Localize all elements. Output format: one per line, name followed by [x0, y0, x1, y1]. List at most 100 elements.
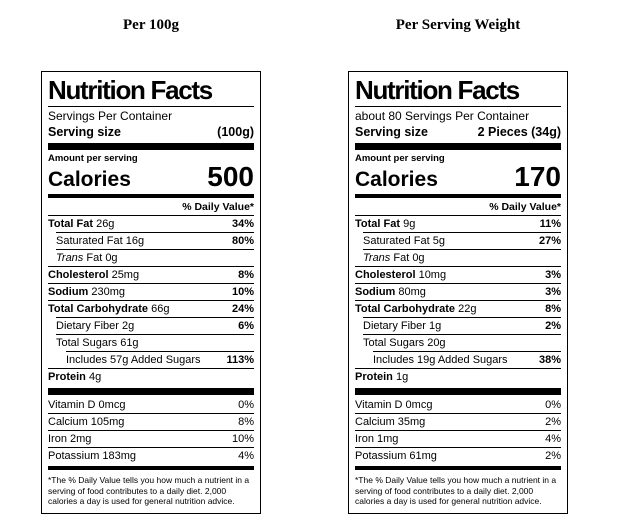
nutrient-row: Vitamin D 0mcg 0% — [48, 397, 254, 413]
calories-label: Calories — [48, 168, 131, 191]
nutrient-row: Sodium 80mg 3% — [355, 283, 561, 300]
serving-size-label: Serving size — [48, 125, 121, 139]
nutrient-daily-value: 8% — [238, 415, 254, 428]
nutrient-row: Total Carbohydrate 22g 8% — [355, 300, 561, 317]
nutrient-row: Trans Fat 0g — [56, 249, 254, 266]
nutrient-name: Total Sugars 61g — [56, 336, 139, 349]
nutrient-name: Protein 1g — [355, 370, 409, 383]
nutrient-daily-value: 6% — [238, 319, 254, 332]
nutrient-row: Protein 4g — [48, 368, 254, 385]
nutrient-name: Total Carbohydrate 66g — [48, 302, 170, 315]
nutrient-daily-value: 38% — [538, 353, 561, 366]
nutrient-daily-value: 4% — [545, 432, 561, 445]
nutrient-daily-value: 8% — [545, 302, 561, 315]
nutrient-row: Potassium 183mg 4% — [48, 447, 254, 464]
nutrient-name: Protein 4g — [48, 370, 102, 383]
nutrient-name: Calcium 35mg — [355, 415, 426, 428]
nutrition-facts-heading: Nutrition Facts — [355, 76, 561, 107]
medium-divider — [48, 194, 254, 198]
nutrient-row: Sodium 230mg 10% — [48, 283, 254, 300]
nutrient-row: Saturated Fat 16g 80% — [56, 232, 254, 249]
calories-row: Calories 170 — [355, 161, 561, 192]
nutrient-name: Sodium 80mg — [355, 285, 426, 298]
nutrient-daily-value: 10% — [231, 432, 254, 445]
nutrient-name: Sodium 230mg — [48, 285, 126, 298]
column-title: Per 100g — [123, 17, 179, 33]
thick-divider — [355, 143, 561, 150]
nutrient-rows: Total Fat 26g 34% Saturated Fat 16g 80% Tran… — [48, 216, 254, 385]
nutrient-row: Calcium 105mg 8% — [48, 413, 254, 430]
serving-size-label: Serving size — [355, 125, 428, 139]
vitamin-rows: Vitamin D 0mcg 0% Calcium 35mg 2% Iron 1mg 4%… — [355, 397, 561, 464]
nutrient-row: Calcium 35mg 2% — [355, 413, 561, 430]
nutrient-name: Cholesterol 25mg — [48, 268, 140, 281]
daily-value-header: % Daily Value* — [355, 200, 561, 216]
nutrient-rows: Total Fat 9g 11% Saturated Fat 5g 27% Trans … — [355, 216, 561, 385]
medium-divider — [355, 194, 561, 198]
per-100g-column: Per 100g Nutrition Facts Servings Per Co… — [41, 15, 261, 514]
footnote: *The % Daily Value tells you how much a … — [355, 475, 557, 506]
thick-divider — [48, 143, 254, 150]
nutrient-name: Potassium 61mg — [355, 449, 437, 462]
nutrient-daily-value: 2% — [545, 319, 561, 332]
nutrient-name: Trans Fat 0g — [363, 251, 425, 264]
nutrient-name: Iron 1mg — [355, 432, 399, 445]
column-title: Per Serving Weight — [395, 17, 521, 33]
nutrient-row: Potassium 61mg 2% — [355, 447, 561, 464]
calories-value: 500 — [207, 161, 254, 192]
nutrient-daily-value: 2% — [545, 415, 561, 428]
servings-per-container: Servings Per Container — [48, 109, 173, 123]
medium-divider — [48, 466, 254, 470]
calories-row: Calories 500 — [48, 161, 254, 192]
nutrient-name: Dietary Fiber 1g — [363, 319, 442, 332]
nutrient-daily-value: 27% — [538, 234, 561, 247]
nutrient-daily-value: 10% — [231, 285, 254, 298]
nutrition-facts-label: Nutrition Facts Servings Per Container S… — [41, 71, 261, 514]
calories-value: 170 — [514, 161, 561, 192]
nutrient-name: Vitamin D 0mcg — [48, 398, 126, 411]
vitamin-rows: Vitamin D 0mcg 0% Calcium 105mg 8% Iron 2mg 1… — [48, 397, 254, 464]
nutrient-row: Includes 57g Added Sugars 113% — [66, 351, 254, 368]
nutrient-row: Protein 1g — [355, 368, 561, 385]
serving-size-value: 2 Pieces (34g) — [477, 125, 561, 139]
serving-size-row: Serving size (100g) — [48, 124, 254, 140]
serving-size-row: Serving size 2 Pieces (34g) — [355, 124, 561, 140]
calories-label: Calories — [355, 168, 438, 191]
nutrient-daily-value: 0% — [238, 398, 254, 411]
nutrient-name: Total Sugars 20g — [363, 336, 446, 349]
nutrient-name: Includes 57g Added Sugars — [66, 353, 201, 366]
nutrient-name: Vitamin D 0mcg — [355, 398, 433, 411]
thick-divider — [48, 388, 254, 395]
nutrient-name: Cholesterol 10mg — [355, 268, 447, 281]
nutrient-name: Potassium 183mg — [48, 449, 137, 462]
nutrient-name: Trans Fat 0g — [56, 251, 118, 264]
nutrient-daily-value: 11% — [539, 217, 561, 230]
nutrient-daily-value: 113% — [226, 353, 254, 366]
nutrient-row: Total Fat 26g 34% — [48, 216, 254, 232]
nutrition-facts-heading: Nutrition Facts — [48, 76, 254, 107]
nutrient-daily-value: 3% — [545, 268, 561, 281]
nutrient-row: Dietary Fiber 1g 2% — [363, 317, 561, 334]
nutrient-daily-value: 2% — [545, 449, 561, 462]
nutrient-row: Vitamin D 0mcg 0% — [355, 397, 561, 413]
daily-value-header: % Daily Value* — [48, 200, 254, 216]
nutrient-daily-value: 8% — [238, 268, 254, 281]
nutrient-name: Includes 19g Added Sugars — [373, 353, 508, 366]
thick-divider — [355, 388, 561, 395]
amount-per-serving-label: Amount per serving — [355, 153, 445, 164]
nutrient-row: Iron 1mg 4% — [355, 430, 561, 447]
nutrient-daily-value: 3% — [545, 285, 561, 298]
nutrient-row: Trans Fat 0g — [363, 249, 561, 266]
nutrient-daily-value: 0% — [545, 398, 561, 411]
nutrient-daily-value: 24% — [231, 302, 254, 315]
nutrient-row: Cholesterol 10mg 3% — [355, 266, 561, 283]
nutrition-facts-label: Nutrition Facts about 80 Servings Per Co… — [348, 71, 568, 514]
nutrient-row: Dietary Fiber 2g 6% — [56, 317, 254, 334]
nutrient-row: Includes 19g Added Sugars 38% — [373, 351, 561, 368]
nutrient-daily-value: 80% — [231, 234, 254, 247]
nutrient-name: Saturated Fat 16g — [56, 234, 145, 247]
footnote: *The % Daily Value tells you how much a … — [48, 475, 250, 506]
nutrient-row: Saturated Fat 5g 27% — [363, 232, 561, 249]
serving-size-value: (100g) — [217, 125, 254, 139]
